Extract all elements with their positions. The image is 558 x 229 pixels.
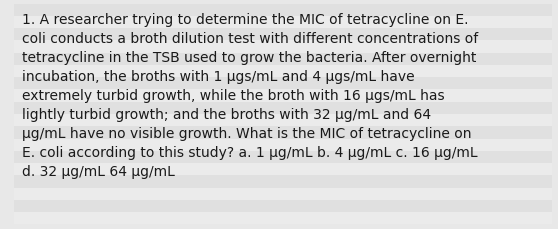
- Bar: [14, 200, 552, 212]
- Bar: [14, 53, 552, 66]
- Bar: [14, 212, 552, 224]
- Bar: [14, 139, 552, 151]
- Bar: [14, 188, 552, 200]
- Bar: [14, 66, 552, 78]
- Bar: [14, 114, 552, 127]
- Text: 1. A researcher trying to determine the MIC of tetracycline on E.
coli conducts : 1. A researcher trying to determine the …: [22, 13, 478, 178]
- Bar: [14, 17, 552, 29]
- Bar: [14, 151, 552, 163]
- Bar: [14, 90, 552, 102]
- Bar: [14, 29, 552, 41]
- Bar: [14, 5, 552, 17]
- Bar: [14, 127, 552, 139]
- Bar: [14, 176, 552, 188]
- Bar: [14, 102, 552, 114]
- Bar: [14, 78, 552, 90]
- Bar: [14, 41, 552, 53]
- Bar: [14, 163, 552, 176]
